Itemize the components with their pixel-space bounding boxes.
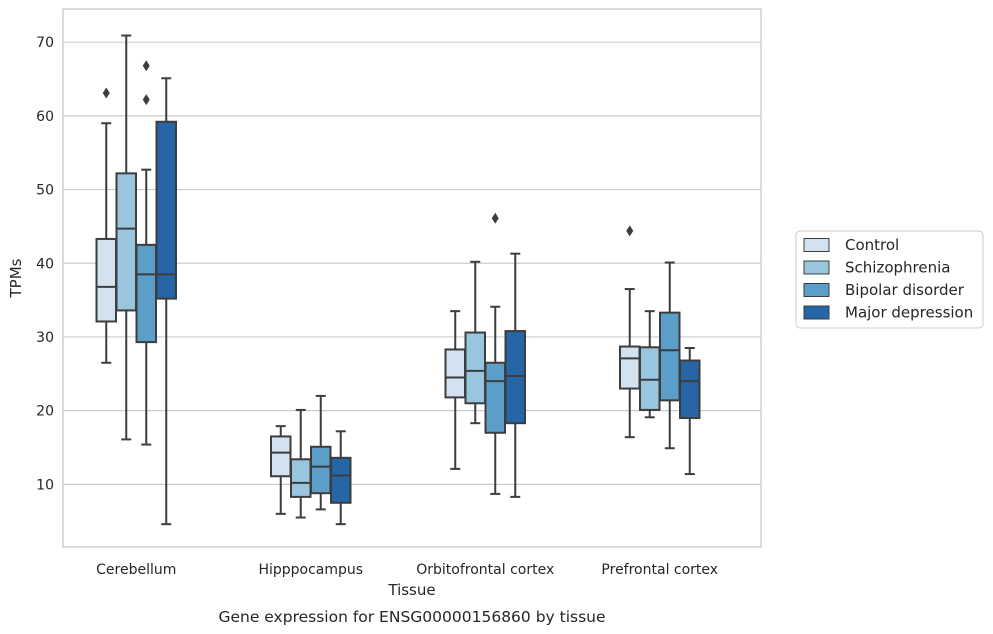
legend-swatch <box>803 305 830 320</box>
x-axis-label: Tissue <box>387 581 435 599</box>
y-gridlines <box>63 41 761 485</box>
iqr-box <box>290 458 312 498</box>
series-bipolar-disorder <box>135 60 681 511</box>
legend: Control Schizophrenia Bipolar disorder Majo… <box>795 230 984 329</box>
box-orbitofrontal-cortex <box>484 212 506 495</box>
iqr-box <box>330 456 352 504</box>
legend-item: Major depression <box>803 304 973 322</box>
x-tick-label: Cerebellum <box>96 562 176 578</box>
iqr-box <box>504 330 526 425</box>
y-tick-label: 10 <box>36 477 54 493</box>
iqr-box <box>444 348 466 399</box>
box-cerebellum <box>155 77 177 526</box>
outlier-point <box>626 225 634 237</box>
legend-swatch <box>803 283 830 297</box>
box-orbitofrontal-cortex <box>444 310 466 470</box>
x-tick-labels: Cerebellum Hipppocampus Orbitofrontal cort… <box>96 562 718 578</box>
box-cerebellum <box>135 60 157 446</box>
legend-item: Control <box>803 236 899 254</box>
y-tick-label: 70 <box>36 35 54 51</box>
legend-swatch <box>803 260 830 275</box>
iqr-box <box>619 345 641 390</box>
y-tick-label: 60 <box>36 109 54 125</box>
box-orbitofrontal-cortex <box>504 252 526 498</box>
x-tick-label: Hipppocampus <box>258 562 363 578</box>
outlier-point <box>142 94 150 106</box>
legend-swatch <box>803 238 830 252</box>
box-cerebellum <box>115 34 137 441</box>
y-axis-label: TPMs <box>7 258 25 298</box>
legend-label: Bipolar disorder <box>845 281 965 299</box>
outlier-point <box>102 87 110 99</box>
box-hipppocampus <box>270 425 292 515</box>
iqr-box <box>639 346 661 411</box>
box-hipppocampus <box>330 430 352 526</box>
series-major-depression <box>155 77 701 526</box>
box-prefrontal-cortex <box>639 310 661 419</box>
box-orbitofrontal-cortex <box>464 260 486 425</box>
legend-label: Control <box>845 236 899 254</box>
iqr-box <box>115 172 137 312</box>
series-control <box>95 87 641 515</box>
chart-caption: Gene expression for ENSG00000156860 by t… <box>218 608 605 626</box>
plot-frame <box>62 8 762 548</box>
iqr-box <box>155 120 177 300</box>
box-cerebellum <box>95 87 117 364</box>
y-tick-labels: 10 20 30 40 50 60 70 <box>36 35 54 493</box>
iqr-box <box>484 361 506 434</box>
legend-label: Schizophrenia <box>845 259 950 277</box>
x-tick-label: Prefrontal cortex <box>601 562 718 578</box>
box-hipppocampus <box>290 408 312 519</box>
box-prefrontal-cortex <box>659 261 681 450</box>
x-tick-label: Orbitofrontal cortex <box>416 562 554 578</box>
y-tick-label: 30 <box>36 330 54 346</box>
iqr-box <box>310 445 332 495</box>
y-tick-label: 40 <box>36 256 54 272</box>
iqr-box <box>95 237 117 323</box>
legend-item: Bipolar disorder <box>803 281 965 299</box>
outlier-point <box>491 212 499 224</box>
iqr-box <box>679 359 701 420</box>
y-tick-label: 50 <box>36 183 54 199</box>
iqr-box <box>270 435 292 478</box>
y-tick-label: 20 <box>36 404 54 420</box>
legend-frame <box>795 230 984 329</box>
iqr-box <box>464 331 486 405</box>
box-prefrontal-cortex <box>619 225 641 439</box>
iqr-box <box>135 243 157 344</box>
outlier-point <box>142 60 150 72</box>
box-prefrontal-cortex <box>679 347 701 476</box>
iqr-box <box>659 311 681 402</box>
legend-item: Schizophrenia <box>803 259 950 277</box>
series-schizophrenia <box>115 34 661 519</box>
boxplot-series <box>95 34 701 526</box>
box-hipppocampus <box>310 394 332 511</box>
legend-label: Major depression <box>845 304 973 322</box>
